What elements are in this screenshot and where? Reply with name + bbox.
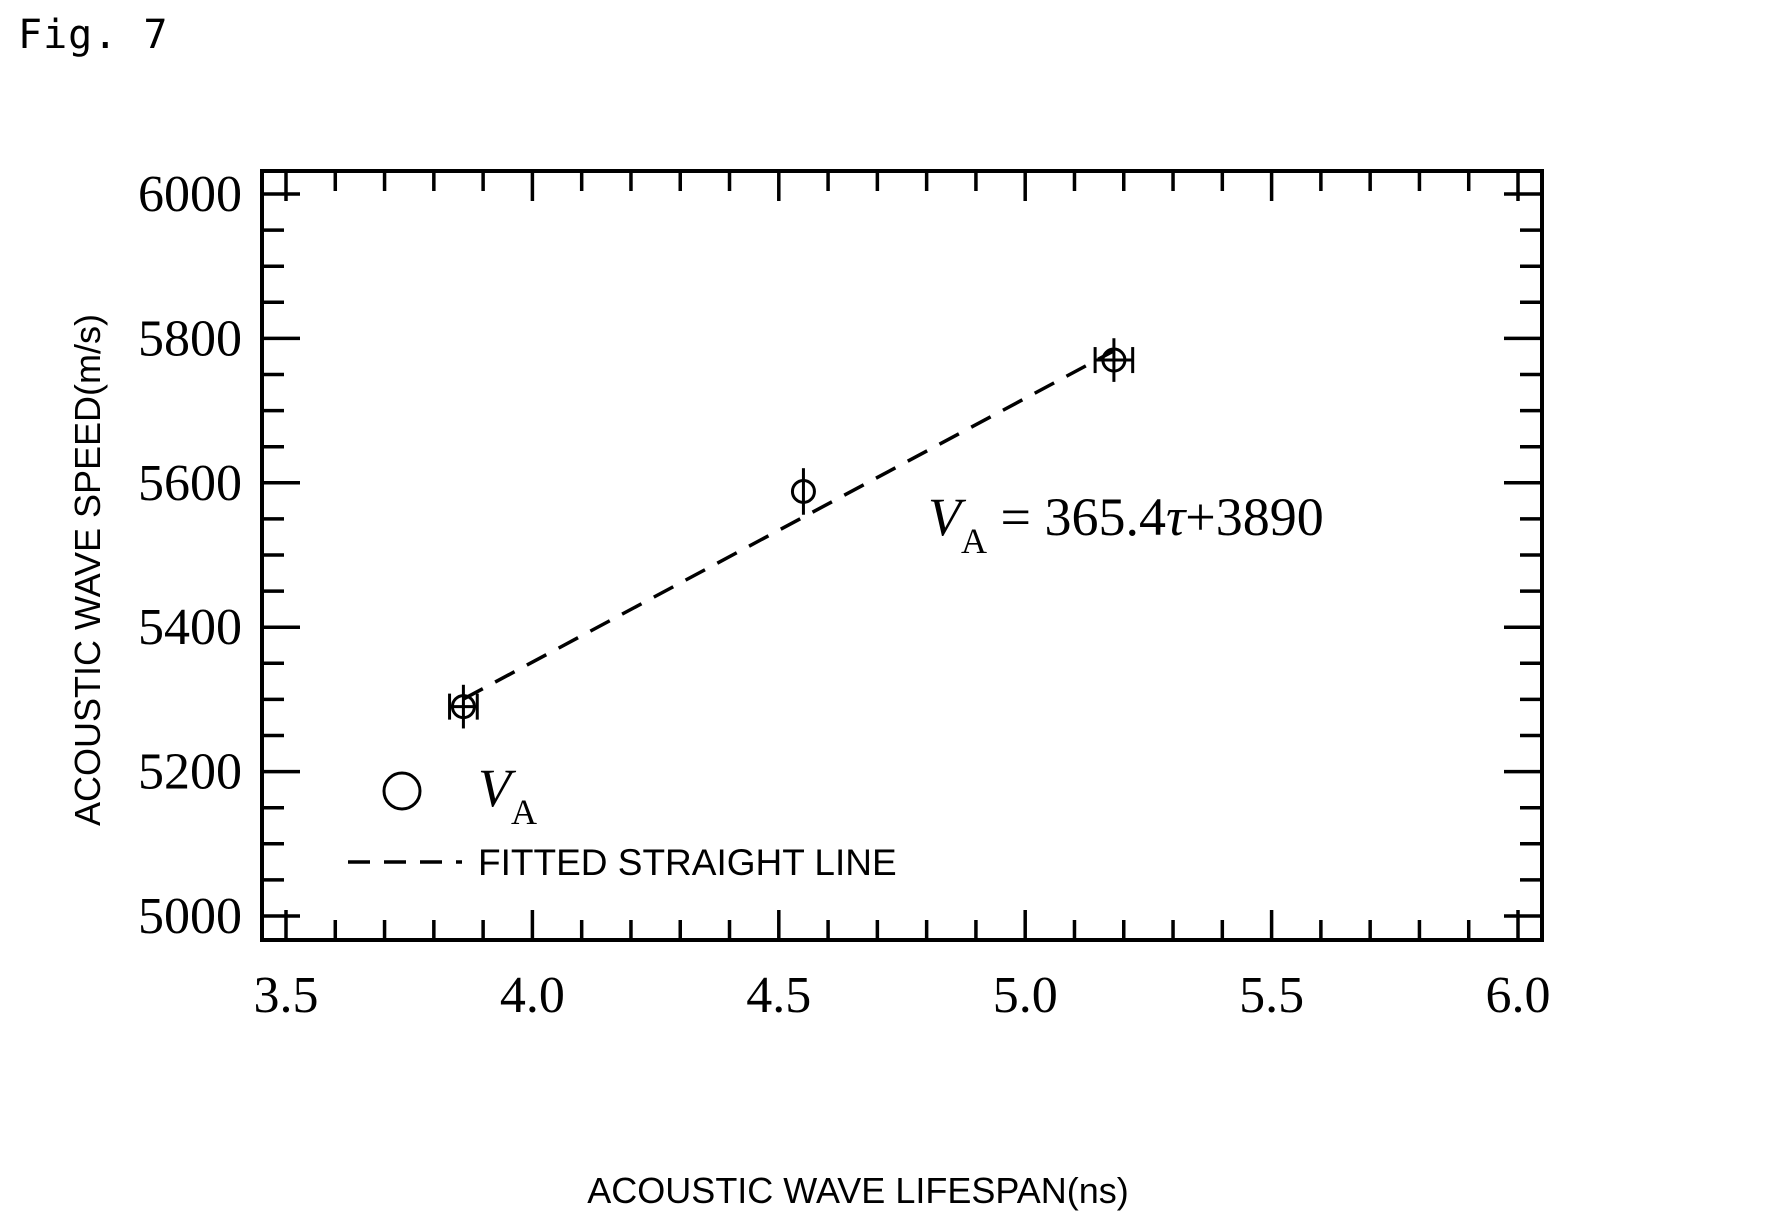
x-tick-label: 6.0	[1486, 967, 1551, 1024]
x-tick-label: 5.0	[993, 967, 1058, 1024]
legend-label-va: VA	[478, 758, 537, 832]
x-tick-labels: 3.5 4.0 4.5 5.0 5.5 6.0	[254, 967, 1551, 1024]
y-tick-label: 5000	[138, 888, 242, 945]
data-point	[448, 684, 479, 729]
equation-suffix: +3890	[1185, 487, 1323, 547]
fit-line-group	[462, 349, 1115, 701]
legend-v: V	[478, 758, 517, 818]
data-point	[790, 468, 816, 515]
y-tick-label: 5600	[138, 455, 242, 512]
fit-line	[462, 349, 1115, 701]
y-tick-label: 5400	[138, 599, 242, 656]
x-axis-title: ACOUSTIC WAVE LIFESPAN(ns)	[587, 1170, 1128, 1211]
data-points	[448, 338, 1135, 729]
y-tick-labels: 5000 5200 5400 5600 5800 6000	[138, 166, 242, 945]
x-tick-label: 5.5	[1239, 967, 1304, 1024]
fit-equation: VA = 365.4τ+3890	[928, 487, 1324, 561]
legend-circle-marker	[382, 771, 422, 811]
axes-frame	[260, 169, 1544, 942]
equation-v: V	[928, 487, 967, 547]
x-tick-label: 4.5	[746, 967, 811, 1024]
x-tick-label: 3.5	[254, 967, 319, 1024]
y-axis-title: ACOUSTIC WAVE SPEED(m/s)	[67, 314, 108, 826]
legend-label-fit: FITTED STRAIGHT LINE	[478, 842, 897, 883]
y-tick-label: 5800	[138, 310, 242, 367]
y-tick-label: 5200	[138, 744, 242, 801]
legend-subscript: A	[511, 792, 537, 832]
x-tick-label: 4.0	[500, 967, 565, 1024]
legend: VA FITTED STRAIGHT LINE	[348, 758, 897, 883]
figure-label: Fig. 7	[18, 12, 169, 58]
data-point	[1093, 338, 1135, 382]
y-tick-label: 6000	[138, 166, 242, 223]
equation-tau: τ	[1166, 487, 1187, 547]
equation-subscript: A	[961, 521, 987, 561]
tick-marks	[262, 171, 1542, 940]
equation-body: = 365.4	[987, 487, 1166, 547]
plot-border	[260, 169, 1544, 942]
